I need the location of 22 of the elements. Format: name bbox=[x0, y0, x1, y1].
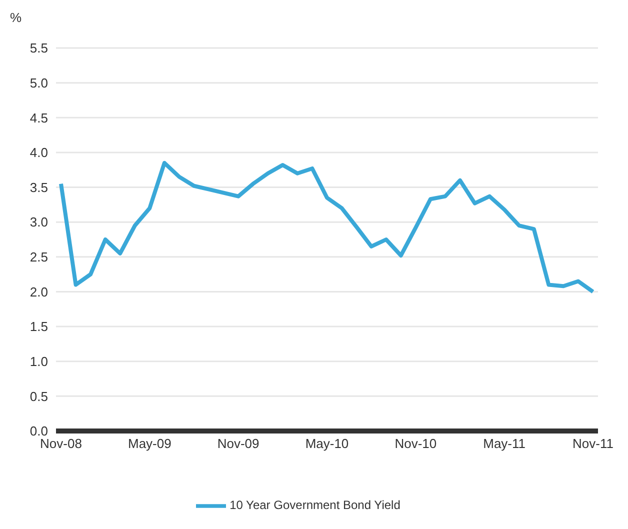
x-tick-label: Nov-11 bbox=[572, 436, 614, 452]
y-tick-label: 1.5 bbox=[30, 319, 48, 334]
legend-label: 10 Year Government Bond Yield bbox=[230, 498, 400, 512]
y-tick-label: 0.5 bbox=[30, 388, 48, 404]
x-tick-label: May-10 bbox=[305, 436, 349, 452]
line-series bbox=[59, 160, 595, 294]
y-tick-label: 4.5 bbox=[30, 110, 48, 126]
x-tick-label: May-11 bbox=[483, 436, 526, 452]
y-tick-label: 5.5 bbox=[30, 40, 48, 56]
y-tick-label: 0.0 bbox=[30, 424, 48, 439]
x-tick-label: Nov-08 bbox=[40, 436, 82, 452]
y-axis-title: % bbox=[10, 10, 22, 25]
x-tick-label: Nov-10 bbox=[394, 436, 437, 452]
y-tick-label: 3.0 bbox=[30, 214, 48, 230]
y-tick-label: 3.5 bbox=[30, 180, 48, 195]
x-tick-label: Nov-09 bbox=[217, 436, 260, 452]
y-tick-label: 4.0 bbox=[30, 145, 48, 160]
y-tick-label: 2.0 bbox=[30, 284, 48, 300]
y-tick-label: 5.0 bbox=[30, 75, 48, 90]
y-tick-label: 1.0 bbox=[30, 354, 48, 369]
x-tick-label: May-09 bbox=[128, 436, 172, 452]
y-tick-label: 2.5 bbox=[30, 250, 48, 265]
